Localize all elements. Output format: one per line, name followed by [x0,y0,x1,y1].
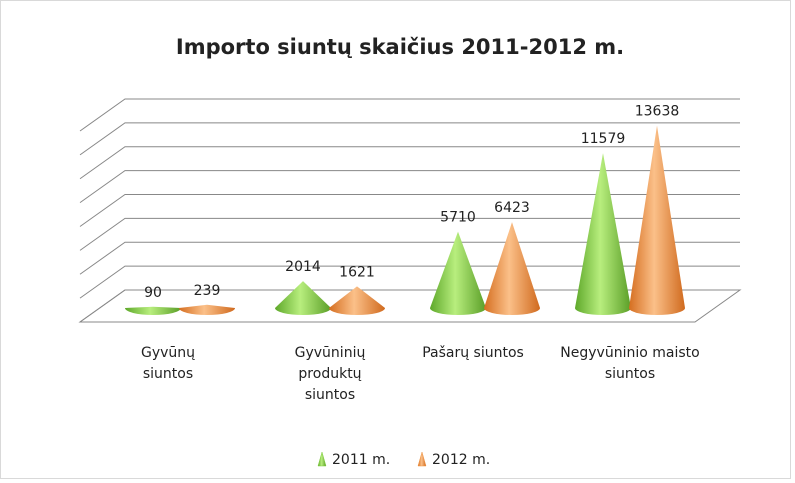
value-label: 90 [144,285,162,301]
value-label: 239 [194,283,221,299]
value-label: 13638 [635,104,680,120]
x-tick-label: Gyvūnų siuntos [140,345,196,382]
cone [179,304,235,315]
value-label: 6423 [494,200,530,216]
value-label: 2014 [285,259,321,275]
x-tick-label: Gyvūninių produktų siuntos [294,345,366,403]
grid-line [79,194,740,227]
grid-line [79,289,740,323]
grid-line [79,241,740,275]
legend-marker [417,451,427,467]
grid-line [79,98,740,132]
grid-line [79,122,740,156]
legend-label: 2011 m. [332,452,390,468]
cone [575,153,631,315]
cone [484,222,540,315]
cone [629,125,685,315]
cone [275,281,331,315]
grid-line [79,265,740,299]
value-label: 11579 [581,131,626,147]
cone [329,286,385,315]
grid-line [79,170,740,204]
x-tick-label: Negyvūninio maisto siuntos [560,345,700,382]
value-label: 1621 [339,264,375,280]
legend-label: 2012 m. [432,452,490,468]
cone [125,306,181,315]
legend-marker [317,451,327,467]
value-label: 5710 [440,210,476,226]
grid-line [79,217,740,251]
grid-line [79,146,740,180]
x-tick-label: Pašarų siuntos [422,345,524,361]
cone [430,231,486,315]
chart-title: Importo siuntų skaičius 2011-2012 m. [176,35,624,59]
